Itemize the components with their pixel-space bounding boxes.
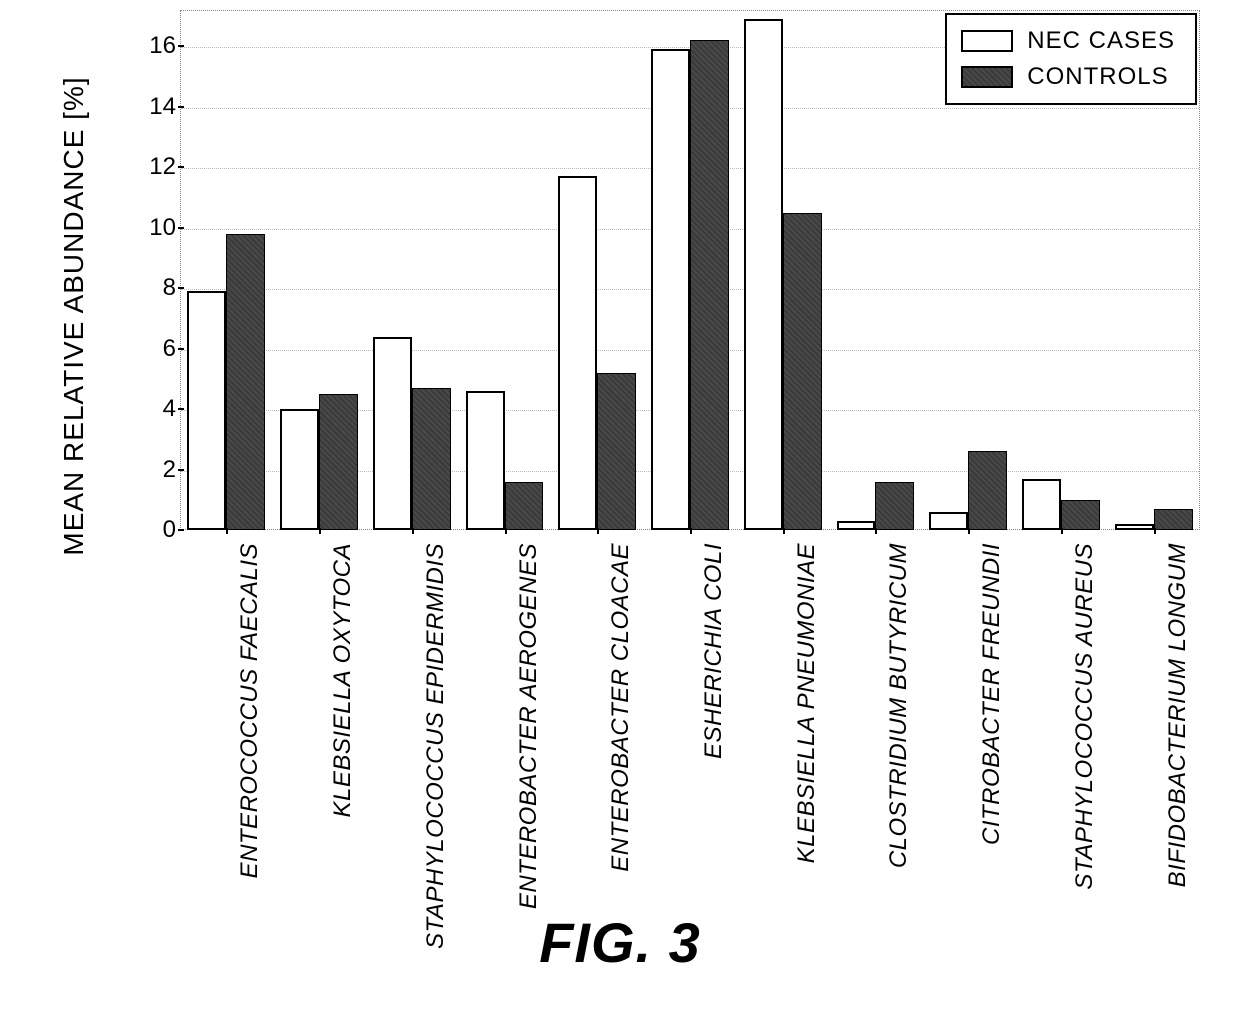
- bar-nec: [1022, 479, 1061, 530]
- bar-nec: [929, 512, 968, 530]
- bar-controls: [690, 40, 729, 530]
- bar-controls: [875, 482, 914, 530]
- bar-nec: [373, 337, 412, 530]
- x-tick-label: ENTEROBACTER AEROGENES: [515, 543, 543, 909]
- bar-nec: [837, 521, 876, 530]
- bar-controls: [412, 388, 451, 530]
- x-tick-mark: [412, 528, 414, 534]
- bar-controls: [597, 373, 636, 530]
- bar-controls: [1154, 509, 1193, 530]
- bar-nec: [558, 176, 597, 530]
- bar-nec: [466, 391, 505, 530]
- x-tick-mark: [1061, 528, 1063, 534]
- y-tick-label: 6: [148, 335, 176, 363]
- x-tick-mark: [690, 528, 692, 534]
- x-tick-label: STAPHYLOCOCCUS EPIDERMIDIS: [422, 543, 450, 949]
- x-tick-mark: [319, 528, 321, 534]
- x-tick-label: CITROBACTER FREUNDII: [978, 543, 1006, 845]
- y-tick-label: 4: [148, 395, 176, 423]
- y-tick-label: 0: [148, 516, 176, 544]
- bar-controls: [319, 394, 358, 530]
- x-tick-label: KLEBSIELLA OXYTOCA: [329, 543, 357, 817]
- x-tick-label: ENTEROBACTER CLOACAE: [607, 543, 635, 872]
- figure-page: MEAN RELATIVE ABUNDANCE [%] NEC CASES CO…: [0, 0, 1240, 1019]
- bar-controls: [1061, 500, 1100, 530]
- bar-controls: [783, 213, 822, 530]
- chart: MEAN RELATIVE ABUNDANCE [%] NEC CASES CO…: [60, 10, 1210, 870]
- x-tick-mark: [226, 528, 228, 534]
- y-tick-label: 12: [148, 153, 176, 181]
- y-tick-label: 16: [148, 32, 176, 60]
- x-tick-label: STAPHYLOCOCCUS AUREUS: [1071, 543, 1099, 890]
- y-tick-label: 14: [148, 93, 176, 121]
- figure-caption: FIG. 3: [0, 910, 1240, 975]
- x-tick-mark: [783, 528, 785, 534]
- x-labels: ENTEROCOCCUS FAECALISKLEBSIELLA OXYTOCAS…: [180, 535, 1200, 870]
- bar-controls: [226, 234, 265, 530]
- bar-nec: [651, 49, 690, 530]
- bar-nec: [187, 291, 226, 530]
- x-tick-label: BIFIDOBACTERIUM LONGUM: [1164, 543, 1192, 887]
- x-tick-mark: [597, 528, 599, 534]
- bar-nec: [744, 19, 783, 530]
- bar-nec: [1115, 524, 1154, 530]
- bars-layer: [180, 10, 1200, 530]
- y-tick-label: 2: [148, 456, 176, 484]
- x-tick-label: ENTEROCOCCUS FAECALIS: [236, 543, 264, 878]
- x-tick-mark: [1154, 528, 1156, 534]
- bar-nec: [280, 409, 319, 530]
- y-tick-label: 10: [148, 214, 176, 242]
- x-tick-label: KLEBSIELLA PNEUMONIAE: [793, 543, 821, 863]
- bar-controls: [968, 451, 1007, 530]
- x-tick-label: ESHERICHIA COLI: [700, 543, 728, 759]
- x-tick-mark: [875, 528, 877, 534]
- x-tick-label: CLOSTRIDIUM BUTYRICUM: [885, 543, 913, 868]
- y-tick-label: 8: [148, 274, 176, 302]
- x-tick-mark: [968, 528, 970, 534]
- x-tick-mark: [505, 528, 507, 534]
- y-axis-label: MEAN RELATIVE ABUNDANCE [%]: [58, 76, 90, 555]
- bar-controls: [505, 482, 544, 530]
